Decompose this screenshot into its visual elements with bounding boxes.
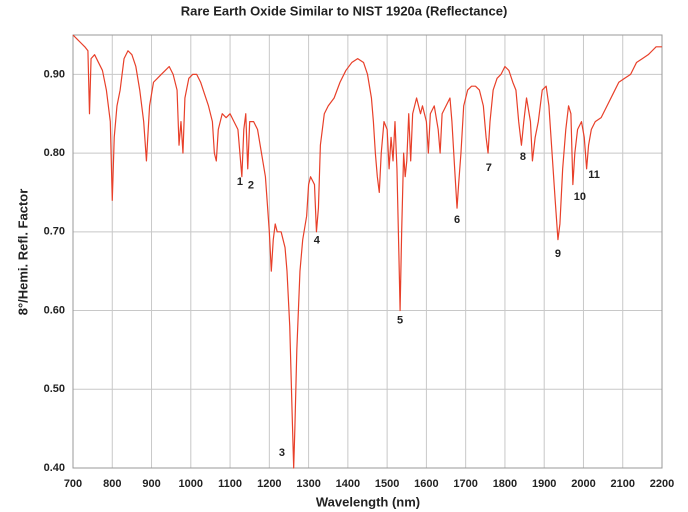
x-tick-label: 900 [142,478,160,490]
chart-title: Rare Earth Oxide Similar to NIST 1920a (… [181,3,508,18]
x-tick-label: 1300 [296,478,320,490]
annotation: 3 [279,447,285,459]
annotation: 11 [588,169,600,181]
y-tick-label: 0.60 [44,304,65,316]
x-tick-label: 1200 [257,478,281,490]
annotation: 2 [248,179,254,191]
x-tick-label: 1800 [493,478,517,490]
x-tick-label: 1000 [179,478,203,490]
x-tick-label: 1400 [336,478,360,490]
data-line [72,34,662,469]
annotation: 5 [397,315,403,327]
y-tick-label: 0.80 [44,147,65,159]
y-tick-label: 0.90 [44,68,65,80]
x-tick-label: 700 [64,478,82,490]
x-axis-label: Wavelength (nm) [316,494,420,509]
y-tick-label: 0.70 [44,226,65,238]
y-tick-label: 0.50 [44,383,65,395]
annotation: 9 [555,248,561,260]
x-tick-label: 1500 [375,478,399,490]
y-axis-label: 8°/Hemi. Refl. Factor [15,189,30,316]
y-tick-label: 0.40 [44,462,65,474]
x-tick-label: 2200 [650,478,674,490]
plot-frame [72,34,663,469]
x-tick-label: 1600 [414,478,438,490]
x-tick-label: 1900 [532,478,556,490]
x-tick-label: 1100 [218,478,242,490]
x-tick-label: 2000 [571,478,595,490]
annotation: 7 [486,162,492,174]
annotation: 4 [314,234,321,246]
x-tick-label: 1700 [453,478,477,490]
x-tick-label: 2100 [610,478,634,490]
annotation: 1 [237,176,243,188]
annotation: 8 [520,151,526,163]
x-tick-label: 800 [103,478,121,490]
annotation: 6 [454,214,460,226]
annotation: 10 [574,191,586,203]
